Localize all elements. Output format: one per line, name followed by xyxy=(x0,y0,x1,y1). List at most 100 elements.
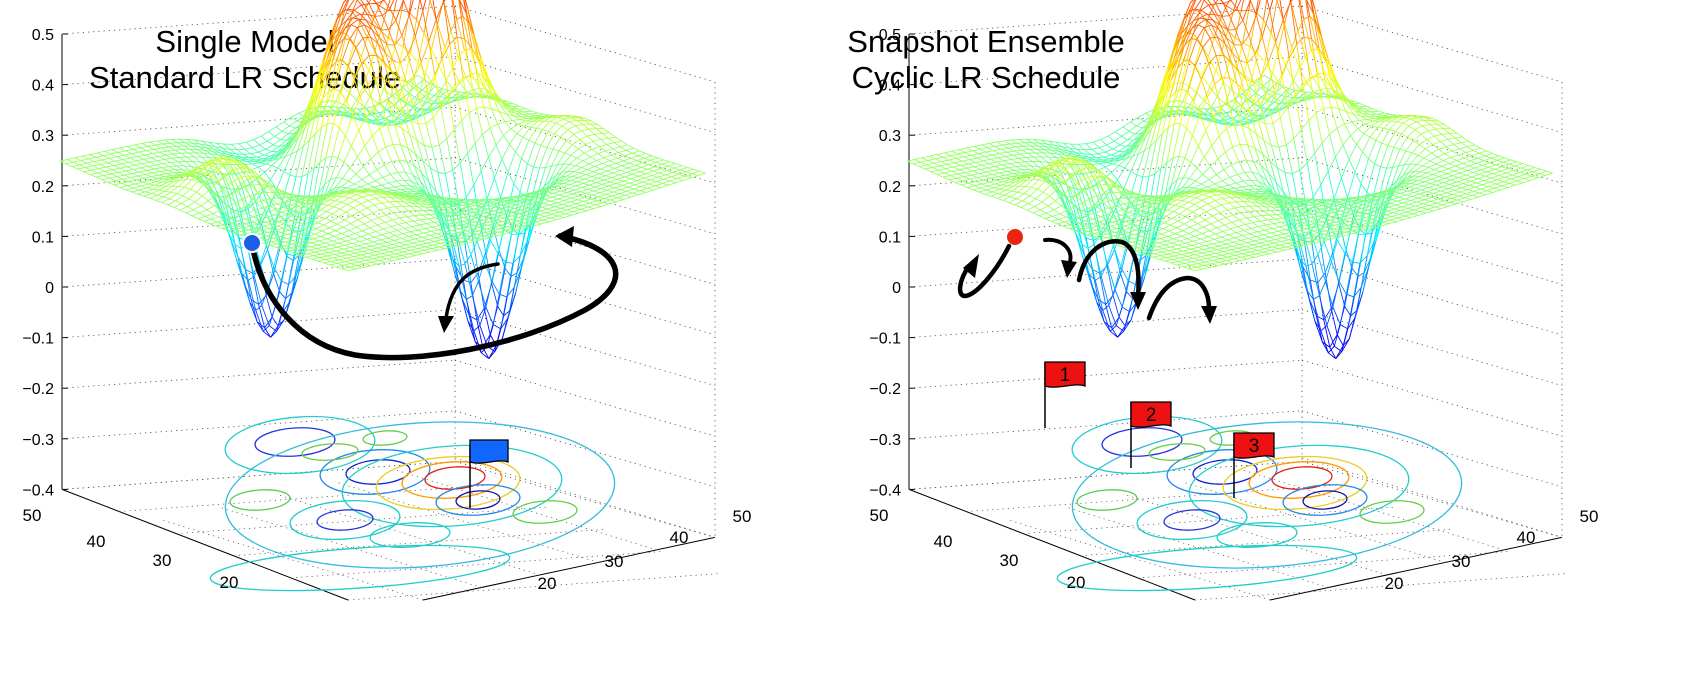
mesh-edge xyxy=(380,10,388,31)
mesh-edge xyxy=(253,135,262,141)
mesh-edge xyxy=(362,230,369,235)
mesh-edge xyxy=(131,191,139,195)
mesh-edge xyxy=(468,22,477,55)
mesh-edge xyxy=(319,257,326,260)
contour-line xyxy=(229,489,291,511)
mesh-edge xyxy=(411,246,419,249)
mesh-edge xyxy=(476,53,483,65)
mesh-edge xyxy=(223,182,231,190)
mesh-edge xyxy=(611,193,620,197)
mesh-edge xyxy=(469,201,478,205)
mesh-edge xyxy=(502,221,509,224)
mesh-edge xyxy=(318,211,327,217)
mesh-edge xyxy=(569,184,576,187)
mesh-edge xyxy=(349,39,357,48)
mesh-edge xyxy=(511,213,520,217)
mesh-edge xyxy=(466,224,475,228)
mesh-edge xyxy=(456,15,464,20)
mesh-edge xyxy=(179,156,187,158)
mesh-edge xyxy=(344,219,351,224)
mesh-edge xyxy=(347,235,354,240)
mesh-edge xyxy=(507,172,515,185)
mesh-edge xyxy=(653,187,662,191)
mesh-edge xyxy=(526,225,535,229)
mesh-edge xyxy=(336,192,345,197)
mesh-edge xyxy=(602,183,609,187)
mesh-edge xyxy=(351,243,359,247)
mesh-edge xyxy=(566,171,575,177)
mesh-edge xyxy=(356,0,362,6)
mesh-edge xyxy=(398,244,407,247)
mesh-edge xyxy=(1262,85,1270,91)
mesh-edge xyxy=(618,149,627,153)
mesh-edge xyxy=(453,241,462,244)
mesh-edge xyxy=(320,45,330,73)
mesh-edge xyxy=(158,189,165,192)
mesh-edge xyxy=(103,155,110,159)
mesh-edge xyxy=(137,175,144,179)
mesh-edge xyxy=(509,200,518,204)
mesh-edge xyxy=(348,180,355,185)
mesh-edge xyxy=(450,214,458,217)
mesh-edge xyxy=(559,192,567,196)
mesh-edge xyxy=(189,148,197,154)
mesh-edge xyxy=(586,135,594,142)
mesh-edge xyxy=(566,133,575,142)
mesh-edge xyxy=(445,169,453,174)
mesh-edge xyxy=(586,190,594,194)
mesh-edge xyxy=(1253,96,1263,105)
mesh-edge xyxy=(675,179,684,184)
mesh-edge xyxy=(533,190,542,194)
mesh-edge xyxy=(227,206,235,212)
mesh-edge xyxy=(173,176,182,182)
mesh-edge xyxy=(139,171,146,175)
mesh-edge xyxy=(267,209,276,213)
mesh-edge xyxy=(213,171,222,175)
mesh-edge xyxy=(416,234,423,238)
mesh-edge xyxy=(456,37,464,78)
mesh-edge xyxy=(170,162,177,167)
mesh-edge xyxy=(80,160,88,164)
mesh-edge xyxy=(161,166,170,169)
mesh-edge xyxy=(342,226,350,231)
mesh-edge xyxy=(654,166,661,170)
mesh-edge xyxy=(104,150,111,155)
mesh-edge xyxy=(257,221,266,225)
mesh-edge xyxy=(374,15,383,17)
mesh-edge xyxy=(291,216,300,222)
mesh-edge xyxy=(160,169,168,172)
mesh-edge xyxy=(411,202,420,205)
mesh-edge xyxy=(413,242,420,246)
mesh-edge xyxy=(365,19,374,26)
mesh-edge xyxy=(173,203,182,208)
mesh-edge xyxy=(581,163,590,168)
mesh-edge xyxy=(440,91,449,98)
mesh-edge xyxy=(453,209,460,213)
mesh-edge xyxy=(368,233,375,238)
mesh-edge xyxy=(561,164,570,173)
mesh-edge xyxy=(368,198,376,202)
mesh-edge xyxy=(486,78,495,93)
mesh-edge xyxy=(143,193,152,197)
mesh-edge xyxy=(559,194,566,197)
mesh-edge xyxy=(350,192,357,196)
mesh-edge xyxy=(387,254,395,258)
mesh-edge xyxy=(188,152,195,158)
mesh-edge xyxy=(508,220,517,224)
mesh-edge xyxy=(626,169,634,173)
mesh-edge xyxy=(432,244,440,248)
mesh-edge xyxy=(249,183,257,202)
mesh-edge xyxy=(404,201,412,204)
mesh-edge xyxy=(435,1,445,20)
mesh-edge xyxy=(651,155,658,159)
mesh-edge xyxy=(273,153,282,161)
mesh-edge xyxy=(375,61,383,82)
mesh-edge xyxy=(568,185,576,189)
mesh-edge xyxy=(517,198,526,202)
mesh-edge xyxy=(617,197,624,200)
mesh-edge xyxy=(401,238,408,242)
mesh-edge xyxy=(397,91,406,100)
mesh-edge xyxy=(404,98,413,104)
mesh-edge xyxy=(483,235,490,239)
mesh-edge xyxy=(190,181,199,190)
